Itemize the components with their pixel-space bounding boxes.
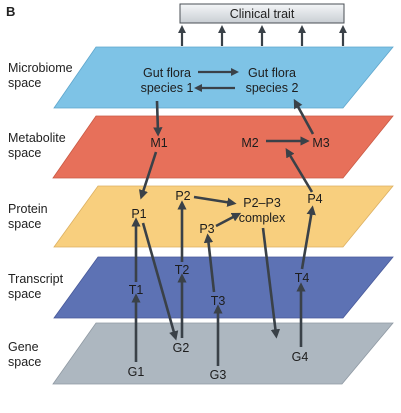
panel-letter: B — [6, 4, 15, 19]
metabolite-label-line2: space — [8, 146, 41, 160]
transcript-label-line1: Transcript — [8, 272, 64, 286]
edges — [131, 68, 316, 366]
protein-label-line1: Protein — [8, 202, 48, 216]
complex-line1: P2–P3 — [243, 196, 281, 210]
edge-t4-to-p4 — [300, 205, 316, 270]
node-m3: M3 — [312, 136, 329, 150]
gene-label-line1: Gene — [8, 340, 39, 354]
node-g3: G3 — [210, 368, 227, 382]
node-m1: M1 — [150, 136, 167, 150]
metabolite-label-line1: Metabolite — [8, 131, 66, 145]
node-p4: P4 — [307, 192, 322, 206]
metabolite-space-layer — [52, 115, 394, 179]
edge-m3-to-gf2 — [293, 98, 315, 135]
microbiome-label-line2: space — [8, 76, 41, 90]
microbiome-space-layer — [53, 46, 394, 109]
protein-label-line2: space — [8, 217, 41, 231]
node-g4: G4 — [292, 350, 309, 364]
node-p1: P1 — [131, 207, 146, 221]
complex-line2: complex — [239, 211, 286, 225]
edge-complex-to-g4 — [261, 227, 281, 339]
gut-flora-1-line1: Gut flora — [143, 66, 191, 80]
node-t2: T2 — [175, 263, 190, 277]
edge-p2-to-complex — [193, 195, 237, 207]
node-m2: M2 — [241, 136, 258, 150]
layer-labels: Microbiome space Metabolite space Protei… — [8, 61, 73, 369]
node-g2: G2 — [173, 341, 190, 355]
node-t3: T3 — [211, 294, 226, 308]
edge-p1-to-g2 — [141, 222, 179, 341]
gut-flora-2-line2: species 2 — [246, 81, 299, 95]
gene-label-line2: space — [8, 355, 41, 369]
protein-space-layer — [53, 185, 394, 248]
gut-flora-2-line1: Gut flora — [248, 66, 296, 80]
edge-m1-to-p1 — [138, 151, 158, 200]
clinical-trait-box: Clinical trait — [179, 3, 345, 24]
trait-arrows — [178, 25, 347, 46]
node-p3: P3 — [199, 222, 214, 236]
node-t4: T4 — [295, 271, 310, 285]
clinical-trait-label: Clinical trait — [230, 7, 295, 21]
edge-t3-to-p3 — [203, 233, 216, 293]
transcript-space-layer — [53, 256, 394, 319]
node-t1: T1 — [129, 283, 144, 297]
node-g1: G1 — [128, 365, 145, 379]
edge-p4-to-m3 — [285, 147, 314, 193]
gene-space-layer — [52, 322, 394, 385]
microbiome-label-line1: Microbiome — [8, 61, 73, 75]
node-p2: P2 — [175, 189, 190, 203]
transcript-label-line2: space — [8, 287, 41, 301]
edge-p3-to-complex — [215, 212, 242, 228]
gut-flora-1-line2: species 1 — [141, 81, 194, 95]
edge-gf1-to-m1 — [153, 100, 163, 137]
